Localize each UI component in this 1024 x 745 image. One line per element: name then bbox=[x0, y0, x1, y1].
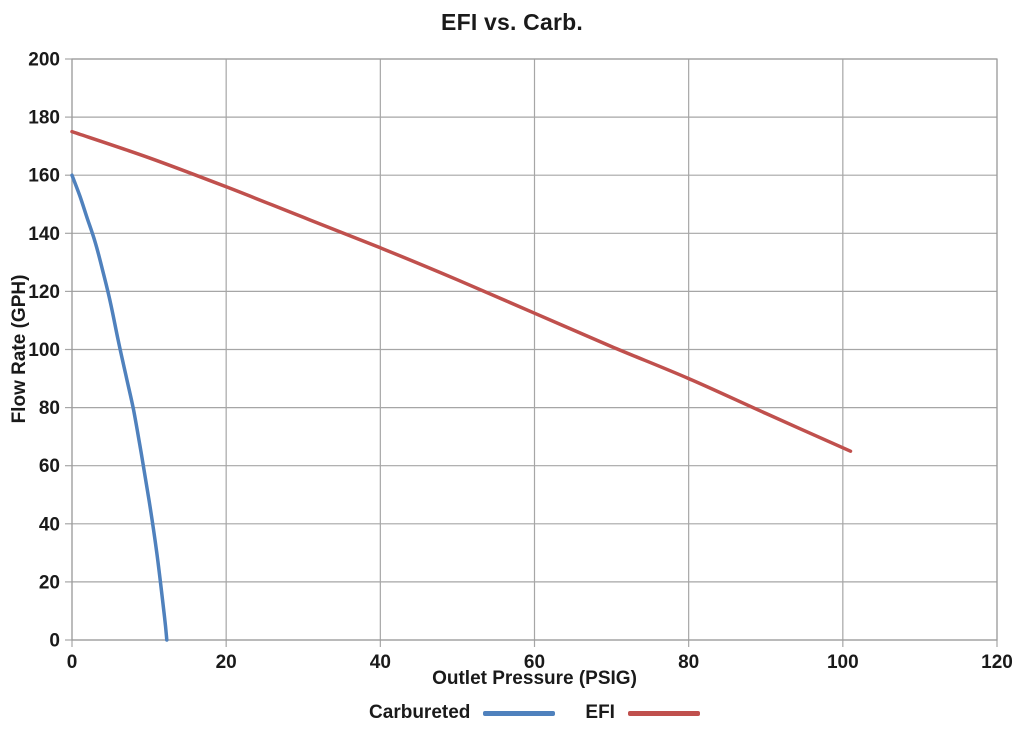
legend-label-efi: EFI bbox=[585, 702, 615, 723]
y-tick-label: 200 bbox=[28, 50, 60, 71]
y-tick-label: 120 bbox=[28, 282, 60, 303]
legend-label-carbureted: Carbureted bbox=[369, 702, 471, 723]
legend: Carbureted EFI bbox=[72, 702, 997, 724]
y-tick-label: 100 bbox=[28, 340, 60, 361]
x-tick-label: 20 bbox=[216, 652, 237, 673]
x-tick-label: 40 bbox=[370, 652, 391, 673]
efi-line-swatch bbox=[627, 710, 700, 716]
y-tick-label: 0 bbox=[49, 631, 60, 652]
x-tick-label: 0 bbox=[67, 652, 78, 673]
x-tick-label: 120 bbox=[981, 652, 1013, 673]
y-tick-label: 180 bbox=[28, 108, 60, 129]
x-tick-label: 80 bbox=[678, 652, 699, 673]
y-tick-label: 80 bbox=[39, 398, 60, 419]
x-tick-label: 100 bbox=[827, 652, 859, 673]
plot-border bbox=[71, 58, 998, 641]
legend-item-efi: EFI bbox=[585, 702, 700, 724]
carbureted-line-swatch bbox=[483, 710, 556, 716]
x-axis-title: Outlet Pressure (PSIG) bbox=[432, 668, 637, 689]
y-tick-label: 60 bbox=[39, 456, 60, 477]
y-tick-label: 140 bbox=[28, 224, 60, 245]
chart-title: EFI vs. Carb. bbox=[441, 9, 583, 35]
y-tick-label: 20 bbox=[39, 572, 60, 593]
legend-item-carbureted: Carbureted bbox=[369, 702, 556, 724]
series-line-efi bbox=[70, 129, 853, 453]
x-tick-label: 60 bbox=[524, 652, 545, 673]
y-tick-label: 40 bbox=[39, 514, 60, 535]
series-line-carbureted bbox=[70, 173, 169, 642]
y-tick-label: 160 bbox=[28, 166, 60, 187]
